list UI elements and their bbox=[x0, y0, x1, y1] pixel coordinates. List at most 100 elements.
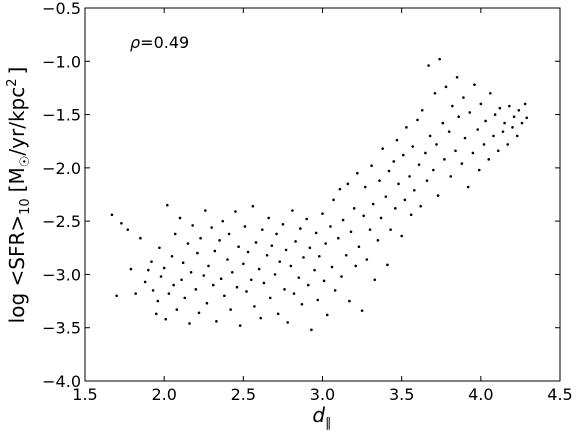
data-point bbox=[321, 212, 324, 215]
data-point bbox=[432, 168, 435, 172]
data-point bbox=[384, 195, 388, 198]
data-point bbox=[221, 219, 225, 223]
data-point bbox=[405, 126, 408, 129]
data-point bbox=[408, 175, 411, 178]
data-point bbox=[487, 158, 491, 161]
data-point bbox=[457, 115, 460, 118]
rho-value: =0.49 bbox=[140, 33, 189, 52]
data-point bbox=[515, 134, 519, 138]
x-tick-label: 4.0 bbox=[468, 385, 493, 404]
data-point bbox=[416, 118, 419, 122]
data-point bbox=[162, 266, 166, 270]
data-point bbox=[325, 313, 329, 317]
data-point bbox=[484, 119, 487, 123]
plot-frame bbox=[84, 7, 561, 382]
data-point bbox=[297, 276, 301, 279]
data-point bbox=[110, 213, 114, 217]
data-point bbox=[219, 277, 223, 280]
data-point bbox=[175, 308, 179, 311]
data-point bbox=[278, 260, 282, 263]
data-point bbox=[427, 64, 430, 67]
data-point bbox=[324, 242, 327, 245]
data-point bbox=[270, 244, 274, 247]
data-point bbox=[436, 194, 440, 197]
data-point bbox=[226, 258, 229, 261]
data-point bbox=[139, 236, 142, 240]
y-tick-label: −1.5 bbox=[42, 106, 81, 125]
data-point bbox=[199, 236, 202, 240]
data-point bbox=[394, 207, 397, 210]
data-point bbox=[211, 283, 215, 287]
data-point bbox=[444, 85, 448, 89]
x-tick-label: 2.5 bbox=[231, 385, 256, 404]
data-point bbox=[251, 204, 255, 208]
data-point bbox=[178, 216, 182, 220]
data-point bbox=[371, 202, 375, 206]
y-axis-label-units: [M bbox=[5, 167, 29, 192]
data-point bbox=[167, 292, 171, 295]
data-point bbox=[332, 198, 335, 202]
data-point bbox=[471, 151, 475, 155]
data-point bbox=[381, 147, 384, 150]
x-axis-label: d∥ bbox=[312, 403, 331, 431]
data-point bbox=[229, 308, 232, 311]
data-point bbox=[197, 311, 201, 315]
data-point bbox=[172, 283, 175, 287]
data-point bbox=[310, 328, 313, 332]
data-point bbox=[284, 248, 288, 252]
data-point bbox=[262, 281, 266, 285]
data-point bbox=[227, 232, 231, 236]
data-point bbox=[294, 240, 297, 243]
data-point bbox=[170, 255, 174, 258]
data-point bbox=[420, 109, 424, 112]
data-point bbox=[265, 253, 269, 257]
data-point bbox=[313, 268, 316, 272]
data-point bbox=[300, 302, 304, 306]
x-tick-label: 1.5 bbox=[72, 385, 97, 404]
data-point bbox=[156, 299, 160, 303]
data-point bbox=[449, 175, 453, 178]
data-point bbox=[158, 246, 161, 250]
data-point bbox=[305, 217, 308, 221]
data-point bbox=[425, 179, 429, 182]
y-axis-label-close: ] bbox=[5, 67, 29, 75]
data-point bbox=[496, 149, 500, 153]
data-point bbox=[273, 273, 277, 276]
y-tick-label: −0.5 bbox=[42, 0, 81, 18]
data-point bbox=[318, 255, 321, 258]
data-point bbox=[283, 288, 286, 291]
data-point bbox=[376, 239, 380, 242]
data-point bbox=[441, 121, 445, 125]
data-point bbox=[302, 256, 305, 259]
y-axis-label: log <SFR>10 [M☉/yr/kpc2] bbox=[5, 67, 33, 324]
data-point bbox=[338, 187, 342, 191]
data-point bbox=[314, 231, 318, 235]
data-point bbox=[210, 226, 213, 229]
data-point bbox=[460, 162, 464, 165]
data-point bbox=[188, 322, 191, 325]
y-tick-label: −2.0 bbox=[42, 159, 81, 178]
data-point bbox=[506, 143, 510, 146]
data-point bbox=[281, 223, 285, 226]
data-point bbox=[286, 321, 289, 324]
data-point bbox=[183, 296, 187, 300]
data-point bbox=[267, 216, 270, 220]
data-point bbox=[512, 115, 516, 118]
data-point bbox=[473, 83, 476, 87]
data-point bbox=[451, 104, 454, 108]
data-point bbox=[181, 261, 185, 265]
data-point bbox=[329, 225, 332, 228]
data-point bbox=[207, 264, 210, 268]
data-point bbox=[379, 216, 383, 220]
data-point bbox=[291, 209, 294, 212]
data-point bbox=[299, 227, 302, 230]
data-point bbox=[245, 290, 248, 293]
correlation-annotation: ρ=0.49 bbox=[130, 33, 189, 52]
data-point bbox=[482, 143, 486, 146]
data-point bbox=[196, 251, 199, 255]
data-point bbox=[246, 250, 250, 254]
data-point bbox=[129, 267, 133, 271]
data-point bbox=[249, 278, 253, 282]
data-point bbox=[261, 228, 264, 231]
